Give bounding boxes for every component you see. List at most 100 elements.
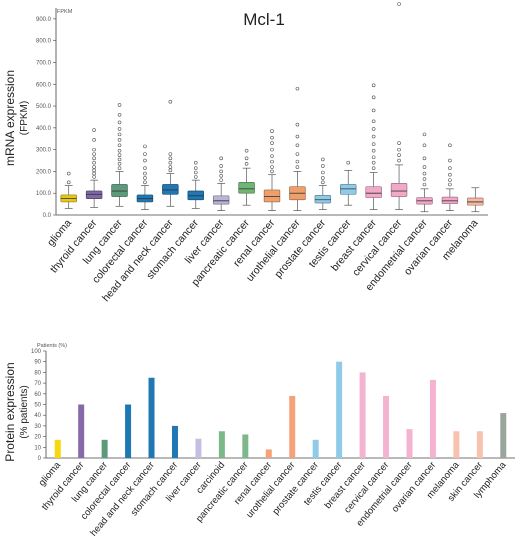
box-outlier bbox=[321, 157, 325, 162]
bar-renal-cancer bbox=[265, 449, 272, 458]
protein-expression-panel: Patients (%) Protein expression (% patie… bbox=[3, 343, 515, 539]
bar-head-and-neck-cancer bbox=[148, 377, 155, 458]
box-outlier bbox=[193, 160, 198, 165]
box-liver-cancer bbox=[212, 156, 230, 211]
top-y-tick-label: 800.0 bbox=[36, 39, 52, 45]
box-breast-cancer bbox=[365, 83, 382, 210]
bottom-y-tick-label: 70 bbox=[34, 381, 41, 387]
box-iqr bbox=[263, 189, 281, 203]
bar-melanoma bbox=[453, 431, 460, 458]
box-outlier bbox=[117, 153, 122, 157]
box-iqr bbox=[238, 181, 255, 194]
box-outlier bbox=[143, 144, 147, 149]
box-outlier bbox=[448, 143, 452, 148]
box-iqr bbox=[365, 186, 382, 198]
box-outlier bbox=[270, 154, 274, 158]
box-outlier bbox=[422, 156, 427, 161]
box-outlier bbox=[92, 168, 96, 173]
box-outlier bbox=[371, 142, 376, 146]
box-head-and-neck-cancer bbox=[162, 99, 179, 207]
box-iqr bbox=[314, 195, 332, 204]
bar-endometrial-cancer bbox=[406, 429, 413, 458]
box-outlier bbox=[244, 161, 249, 166]
box-outlier bbox=[219, 169, 223, 174]
box-outlier bbox=[295, 165, 300, 169]
box-outlier bbox=[295, 143, 300, 148]
box-outlier bbox=[397, 141, 401, 145]
box-outlier bbox=[422, 143, 427, 148]
bar-breast-cancer bbox=[359, 372, 366, 458]
box-outlier bbox=[143, 180, 147, 185]
box-outlier bbox=[117, 138, 122, 142]
box-outlier bbox=[117, 148, 122, 153]
top-y-tick-label: 300.0 bbox=[36, 148, 52, 154]
bottom-y-axis-label: Protein expression bbox=[3, 362, 17, 461]
box-outlier bbox=[346, 160, 351, 165]
box-outlier bbox=[143, 166, 147, 170]
bar-lung-cancer bbox=[101, 439, 108, 458]
box-outlier bbox=[371, 155, 376, 160]
box-iqr bbox=[111, 184, 128, 197]
box-renal-cancer bbox=[263, 129, 281, 211]
box-outlier bbox=[321, 180, 325, 185]
bar-stomach-cancer bbox=[171, 425, 178, 458]
box-outlier bbox=[219, 164, 223, 168]
box-outlier bbox=[219, 178, 223, 182]
box-outlier bbox=[270, 141, 274, 145]
mrna-expression-panel: Mcl-1 FPKM mRNA expression (FPKM) 900.0 8… bbox=[3, 2, 488, 304]
box-outlier bbox=[193, 170, 198, 175]
bar-colorectal-cancer bbox=[125, 404, 132, 458]
box-outlier bbox=[117, 112, 122, 117]
bottom-y-tick-label: 100 bbox=[31, 349, 42, 355]
box-outlier bbox=[117, 161, 122, 166]
box-outlier bbox=[270, 169, 274, 174]
box-outlier bbox=[448, 166, 452, 170]
box-outlier bbox=[371, 119, 376, 124]
box-outlier bbox=[92, 128, 96, 132]
bar-liver-cancer bbox=[195, 438, 202, 458]
box-outlier bbox=[92, 156, 96, 161]
top-y-tick-label: 100.0 bbox=[36, 191, 52, 197]
box-outlier bbox=[219, 173, 223, 178]
bottom-y-tick-label: 10 bbox=[34, 445, 41, 451]
top-y-tick-label: 700.0 bbox=[36, 60, 52, 66]
box-pancreatic-cancer bbox=[238, 148, 255, 206]
bar-ovarian-cancer bbox=[429, 379, 436, 458]
box-outlier bbox=[448, 158, 452, 163]
bar-lymphoma bbox=[500, 413, 507, 458]
box-prostate-cancer bbox=[314, 157, 332, 210]
box-outlier bbox=[92, 160, 96, 165]
box-outlier bbox=[219, 156, 223, 161]
chart-title: Mcl-1 bbox=[243, 10, 285, 29]
box-outlier bbox=[422, 182, 427, 187]
box-outlier bbox=[371, 95, 376, 100]
box-glioma bbox=[60, 171, 77, 209]
box-outlier bbox=[371, 160, 376, 165]
box-outlier bbox=[92, 147, 96, 152]
top-axis-unit: FPKM bbox=[57, 9, 73, 15]
top-y-tick-label: 500.0 bbox=[36, 104, 52, 110]
bottom-y-tick-label: 60 bbox=[34, 392, 41, 398]
box-outlier bbox=[117, 132, 122, 137]
box-outlier bbox=[295, 134, 300, 139]
box-outlier bbox=[66, 171, 71, 176]
box-outlier bbox=[371, 108, 376, 113]
box-outlier bbox=[295, 122, 300, 127]
box-outlier bbox=[295, 159, 300, 164]
box-outlier bbox=[371, 83, 376, 88]
box-outlier bbox=[168, 168, 173, 173]
bar-prostate-cancer bbox=[312, 439, 319, 458]
bottom-y-tick-label: 40 bbox=[34, 413, 41, 419]
bar-pancreatic-cancer bbox=[242, 434, 249, 458]
box-outlier bbox=[117, 103, 122, 107]
top-y-tick-label: 900.0 bbox=[36, 17, 52, 23]
box-endometrial-cancer bbox=[416, 132, 433, 213]
box-outlier bbox=[168, 165, 173, 169]
box-outlier bbox=[321, 164, 325, 168]
bar-cervical-cancer bbox=[383, 395, 390, 458]
box-outlier bbox=[143, 171, 147, 176]
box-outlier bbox=[92, 165, 96, 169]
bottom-y-axis-unit: (% patients) bbox=[19, 385, 30, 438]
box-outlier bbox=[397, 147, 401, 152]
